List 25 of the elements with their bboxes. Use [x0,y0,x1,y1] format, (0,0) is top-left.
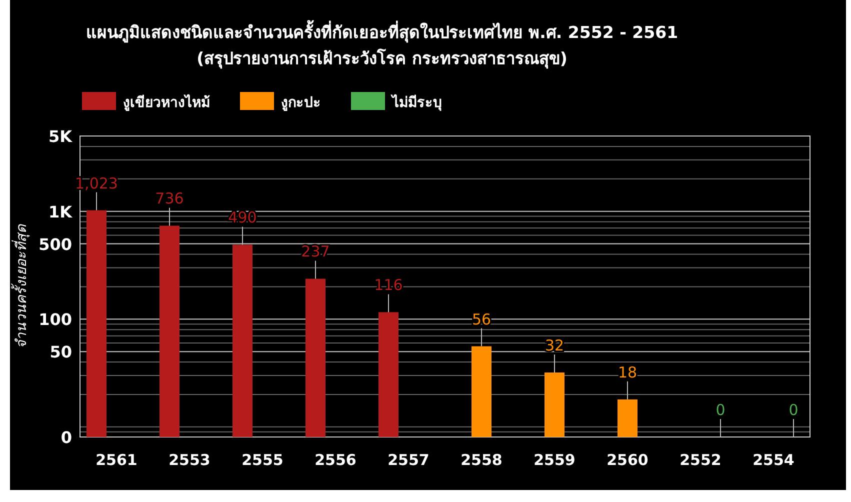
y-tick-label: 0 [60,428,72,447]
y-axis-title: จำนวนครั้งเยอะที่สุด [11,224,30,348]
y-tick-label: 50 [50,342,72,362]
legend-label: งูเขียวหางไหม้ [123,93,210,111]
x-tick-label: 2552 [680,451,722,469]
x-tick-label: 2558 [460,451,502,469]
y-tick-label: 5K [48,127,73,146]
x-tick-label: 2554 [752,451,794,469]
text: 736 [155,190,184,208]
x-tick-label: 2561 [96,451,138,469]
chart-subtitle: (สรุปรายงานการเฝ้าระวังโรค กระทรวงสาธารณสุข) [196,48,568,69]
x-tick-label: 2559 [534,451,576,469]
y-tick-label: 500 [38,234,72,254]
text: 18 [618,363,638,382]
y-tick-label: 1K [48,202,73,222]
legend-label: งูกะปะ [281,95,321,111]
text: 32 [544,336,564,354]
x-tick-label: 2560 [606,451,648,469]
x-tick-label: 2556 [314,451,356,469]
x-tick-label: 2555 [242,451,284,469]
x-tick-label: 2557 [388,451,430,469]
y-tick-label: 100 [38,310,72,330]
legend-label: ไม่มีระบุ [390,93,442,111]
x-tick-label: 2553 [168,451,210,469]
chart-title: แผนภูมิแสดงชนิดและจำนวนครั้งที่กัดเยอะที่สุดในประเทศไทย พ.ศ. 2552 - 2561 [86,20,678,44]
